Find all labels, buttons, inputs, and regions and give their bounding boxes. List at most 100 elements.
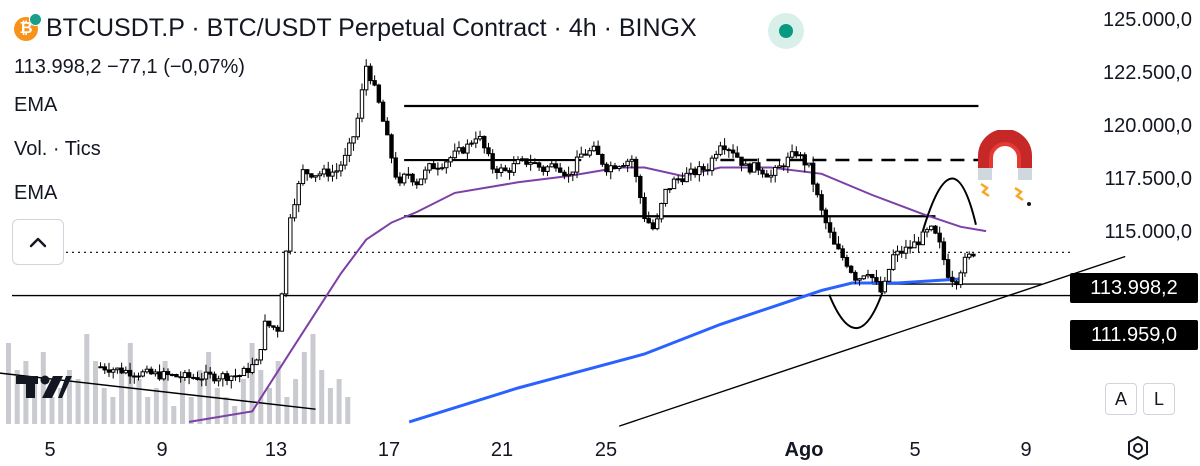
candle [393, 151, 398, 180]
candle [136, 372, 141, 381]
candle [460, 145, 466, 155]
candle [507, 167, 512, 180]
candle [806, 162, 812, 168]
candle [288, 213, 293, 255]
candle [309, 173, 314, 179]
candle [840, 245, 845, 261]
candle [511, 156, 516, 176]
candle [865, 269, 871, 279]
candle [372, 75, 377, 87]
candle [848, 264, 854, 274]
candle [224, 370, 230, 386]
candle [781, 163, 786, 171]
volume-bar [284, 397, 290, 424]
log-scale-button[interactable]: A [1105, 383, 1137, 415]
candle [482, 135, 487, 154]
candle [355, 112, 360, 140]
candle [629, 155, 635, 169]
candle [798, 152, 803, 159]
x-tick-label: 9 [1020, 439, 1031, 461]
candle [245, 362, 251, 379]
candle [684, 167, 689, 183]
candle [536, 161, 542, 172]
indicator-volume[interactable]: Vol. · Tics [14, 138, 101, 160]
candle [815, 182, 820, 198]
candle [304, 169, 310, 181]
candle [191, 373, 196, 380]
candle [148, 366, 154, 375]
linear-scale-button[interactable]: L [1143, 383, 1175, 415]
candle [579, 146, 584, 158]
candle [439, 163, 445, 171]
candle [823, 207, 829, 230]
candle [971, 253, 976, 258]
candle [802, 152, 807, 173]
candle [338, 161, 344, 177]
market-status-badge[interactable] [768, 13, 804, 49]
candle [827, 215, 833, 239]
candle [713, 150, 719, 162]
candle [275, 324, 280, 338]
indicator-ema-slow[interactable]: EMA [14, 94, 58, 116]
x-tick-label: 5 [44, 439, 55, 461]
indicator-ema-fast[interactable]: EMA [14, 182, 58, 204]
candle [106, 362, 112, 377]
x-tick-label: 5 [909, 439, 920, 461]
candle [182, 370, 188, 382]
candle [258, 349, 263, 365]
candle [347, 137, 352, 163]
current-price-label: 113.998,2 [1070, 273, 1198, 303]
candle [891, 249, 896, 271]
candle [203, 364, 209, 386]
volume-bar [310, 334, 316, 424]
volume-bar [223, 397, 229, 424]
candle [271, 325, 276, 331]
candle [313, 175, 318, 182]
candle [545, 165, 550, 177]
candle [237, 374, 242, 383]
candle [659, 202, 664, 223]
candle [836, 236, 841, 250]
volume-bar [267, 388, 272, 424]
candle [773, 164, 778, 183]
candle [385, 117, 390, 136]
candle [621, 162, 626, 168]
candle [342, 148, 348, 170]
candle [376, 83, 382, 104]
candle [958, 270, 963, 289]
candle [220, 371, 226, 387]
candle [300, 164, 306, 186]
collapse-legend-button[interactable] [12, 219, 64, 265]
volume-bar [145, 397, 151, 424]
symbol-header[interactable]: ₿ BTCUSDT.P · BTC/USDT Perpetual Contrac… [14, 12, 697, 43]
candle [933, 225, 938, 235]
candle [359, 83, 365, 123]
candle [591, 141, 597, 152]
candle [414, 178, 420, 189]
candle [726, 147, 732, 158]
candle [924, 227, 930, 238]
candle [389, 133, 394, 164]
candle [186, 369, 192, 385]
candle [882, 276, 888, 294]
candle [557, 163, 563, 174]
candle [730, 144, 736, 159]
candle [785, 152, 791, 173]
volume-bar [197, 370, 203, 424]
candle [950, 270, 955, 288]
candle [296, 180, 301, 213]
gear-icon[interactable] [1124, 434, 1152, 462]
candle [941, 237, 947, 266]
candle [692, 166, 698, 178]
x-tick-label: Ago [785, 439, 824, 461]
candle [292, 198, 297, 222]
candle [212, 371, 217, 384]
candle [119, 362, 124, 375]
candle [756, 158, 761, 176]
candle [229, 375, 234, 389]
candle [743, 158, 748, 166]
candle [646, 211, 651, 224]
candle [654, 213, 660, 231]
y-tick-label: 120.000,0 [1103, 115, 1192, 137]
